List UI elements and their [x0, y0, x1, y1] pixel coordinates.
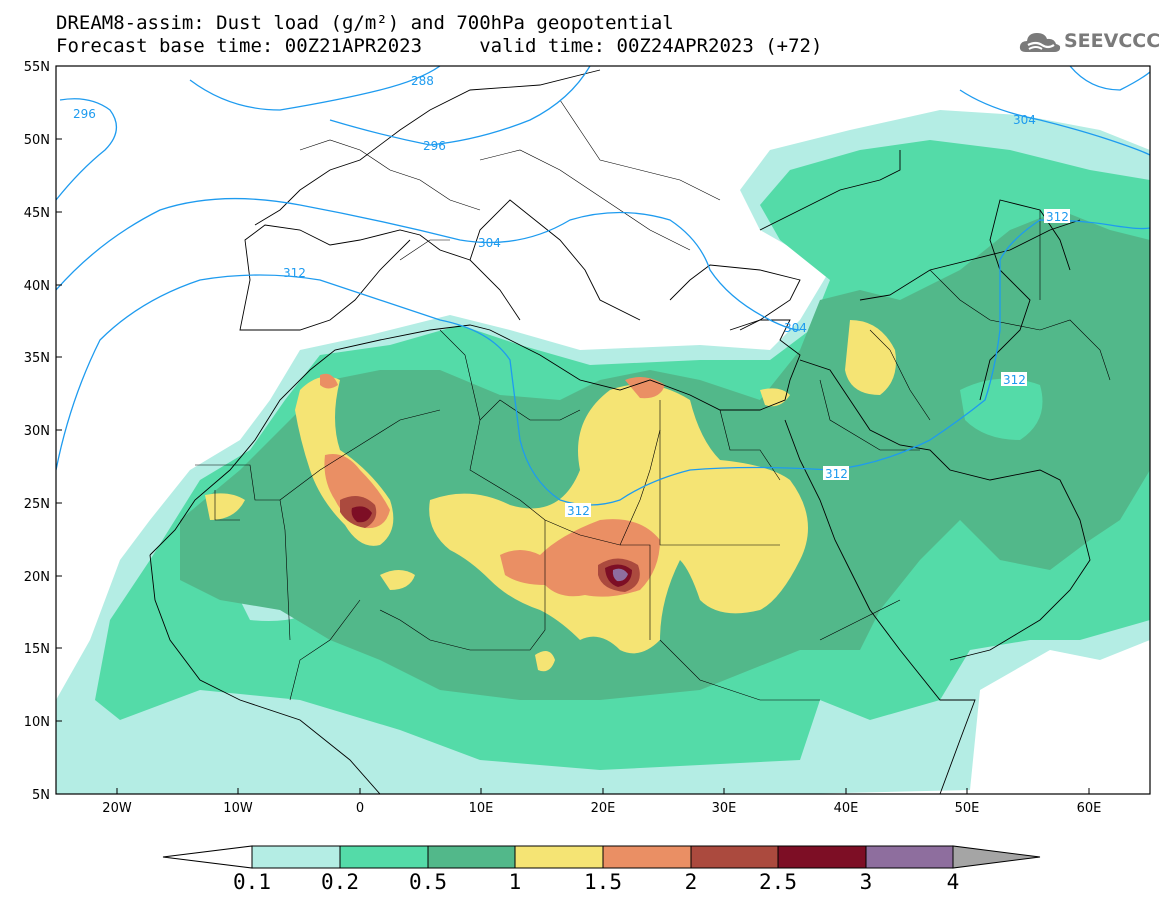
lon-label: 30E — [712, 801, 737, 816]
lat-label: 30N — [24, 424, 50, 439]
colorbar-tick-label: 2.5 — [759, 870, 797, 894]
colorbar-segment — [514, 845, 604, 869]
contour-label: 288 — [411, 74, 434, 88]
contour-296 — [329, 66, 591, 146]
contour-304-east — [959, 89, 1150, 156]
lon-label: 20E — [591, 801, 616, 816]
cloud-icon — [1019, 33, 1061, 52]
lon-label: 10E — [469, 801, 494, 816]
contour-304 — [56, 197, 801, 331]
latitude-axis — [56, 65, 62, 795]
contour-label: 312 — [567, 504, 590, 518]
dust-area-2-5 — [351, 506, 372, 523]
colorbar-segment — [602, 845, 692, 869]
contour-label: 312 — [1046, 210, 1069, 224]
title-line-2: Forecast base time: 00Z21APR2023 valid t… — [56, 35, 823, 57]
colorbar-tick-label: 1.5 — [584, 870, 622, 894]
colorbar-under-arrow — [162, 845, 253, 869]
coastlines — [149, 69, 1091, 794]
dust-area-1b — [429, 384, 808, 654]
dust-area-1g — [535, 651, 555, 672]
colorbar-tick-label: 0.2 — [321, 870, 359, 894]
lon-label: 50E — [955, 801, 980, 816]
lat-label: 35N — [24, 351, 50, 366]
colorbar-tick-label: 3 — [859, 870, 873, 894]
country-borders — [195, 99, 1111, 701]
dust-area-1-5d — [320, 373, 338, 389]
dust-area-0-5b — [960, 378, 1043, 440]
seevccc-logo: SEEVCCC — [1018, 28, 1161, 58]
contour-label: 304 — [478, 236, 501, 250]
lon-label: 0 — [356, 801, 364, 816]
colorbar-segment — [865, 845, 954, 869]
colorbar-tick-label: 4 — [946, 870, 960, 894]
colorbar-tick-label: 0.5 — [409, 870, 447, 894]
colorbar-segment — [427, 845, 516, 869]
contour-label: 304 — [784, 321, 807, 335]
contour-312-east — [1069, 66, 1150, 91]
colorbar-over-arrow — [952, 845, 1041, 869]
lat-label: 50N — [24, 133, 50, 148]
dust-field — [56, 110, 1150, 794]
dust-area-1c — [845, 320, 896, 395]
lat-label: 40N — [24, 279, 50, 294]
longitude-axis — [116, 788, 1090, 794]
colorbar — [162, 845, 1041, 869]
colorbar-tick-label: 0.1 — [233, 870, 271, 894]
dust-area-3 — [612, 568, 628, 582]
contour-label: 312 — [283, 266, 306, 280]
lon-label: 10W — [223, 801, 253, 816]
contour-label: 296 — [423, 139, 446, 153]
lat-label: 45N — [24, 206, 50, 221]
colorbar-segment — [251, 845, 341, 869]
geopotential-contours — [56, 66, 1150, 506]
lon-label: 40E — [834, 801, 859, 816]
lat-label: 15N — [24, 642, 50, 657]
contour-labels: 296 288 296 304 304 304 312 312 312 312 … — [73, 74, 1070, 518]
longitude-labels: 20W 10W 0 10E 20E 30E 40E 50E 60E — [102, 801, 1101, 816]
lat-label: 5N — [32, 788, 50, 803]
logo-text: SEEVCCC — [1064, 30, 1161, 52]
lat-label: 20N — [24, 570, 50, 585]
latitude-labels: 55N 50N 45N 40N 35N 30N 25N 20N 15N 10N … — [24, 60, 50, 803]
contour-296-west — [56, 98, 117, 201]
colorbar-segment — [339, 845, 429, 869]
lat-label: 25N — [24, 497, 50, 512]
lon-label: 20W — [102, 801, 132, 816]
lat-label: 55N — [24, 60, 50, 75]
contour-label: 312 — [1003, 373, 1026, 387]
dust-area-1e — [760, 388, 790, 407]
colorbar-tick-label: 2 — [684, 870, 698, 894]
contour-288 — [189, 66, 441, 111]
dust-area-1f — [380, 570, 415, 590]
lon-label: 60E — [1077, 801, 1102, 816]
colorbar-tick-label: 1 — [508, 870, 522, 894]
contour-label: 312 — [825, 467, 848, 481]
contour-312 — [56, 219, 1150, 506]
colorbar-segment — [777, 845, 867, 869]
title-line-1: DREAM8-assim: Dust load (g/m²) and 700hP… — [56, 12, 674, 34]
contour-label: 296 — [73, 107, 96, 121]
contour-label: 304 — [1013, 113, 1036, 127]
colorbar-segment — [690, 845, 779, 869]
lat-label: 10N — [24, 715, 50, 730]
